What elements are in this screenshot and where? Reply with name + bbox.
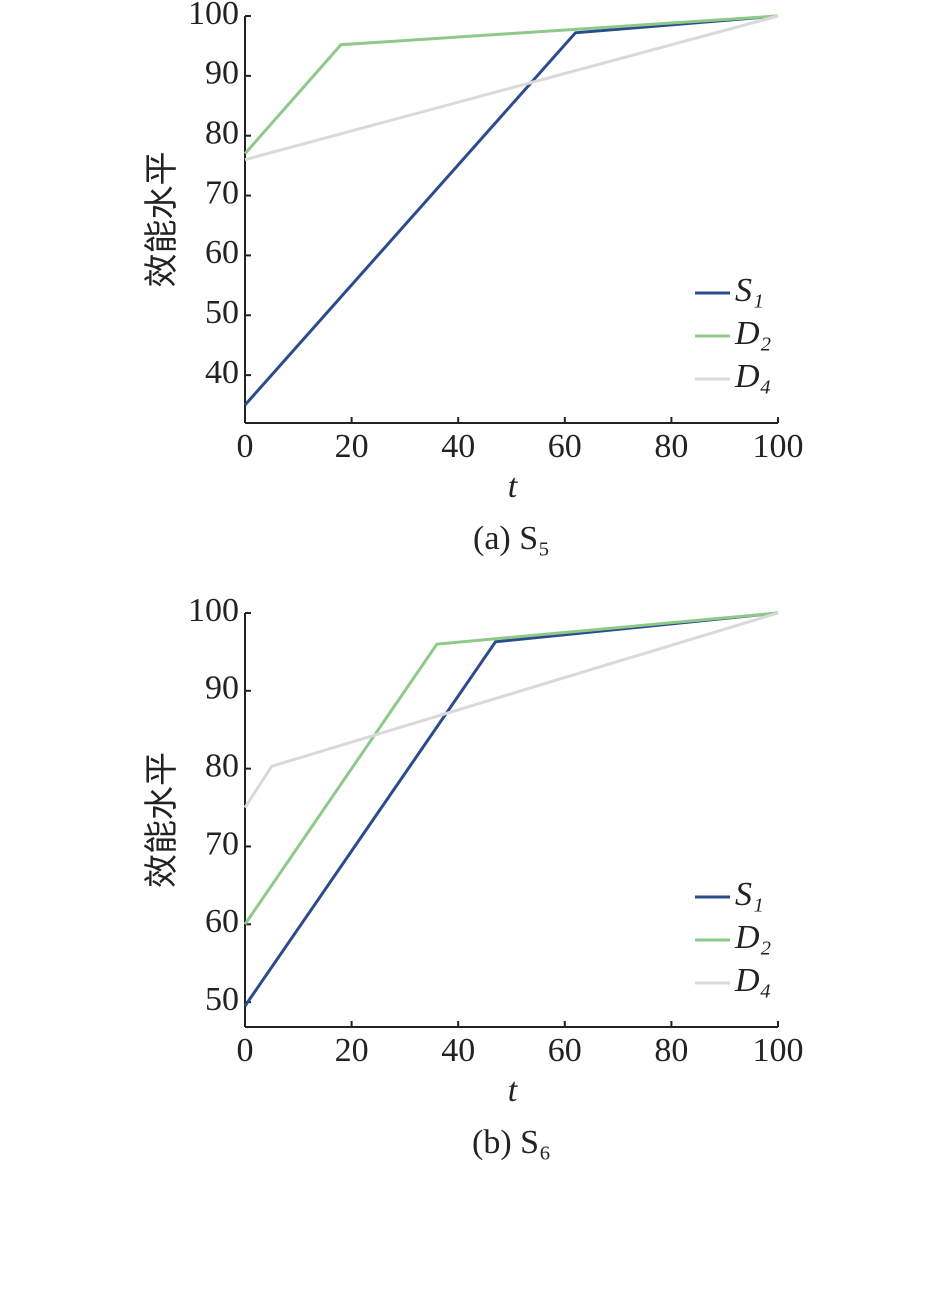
x-tick-label: 20 [335, 428, 369, 465]
series-line [243, 611, 779, 926]
series-line [244, 14, 779, 162]
x-axis-label: t [508, 1072, 519, 1109]
legend-label: S₁ [735, 272, 764, 309]
caption: (a) S₅ [473, 520, 550, 557]
x-tick-label: 60 [548, 428, 582, 465]
series-line [243, 14, 779, 407]
x-tick-label: 100 [753, 428, 804, 465]
x-tick-label: 40 [441, 1032, 475, 1069]
y-tick-label: 80 [205, 115, 239, 152]
y-tick-label: 60 [205, 234, 239, 271]
y-tick-label: 100 [188, 592, 239, 629]
series-line [243, 14, 779, 155]
legend-label: D₄ [734, 358, 771, 395]
y-tick-label: 70 [205, 825, 239, 862]
x-tick-label: 100 [753, 1032, 804, 1069]
y-axis-label: 效能水平 [143, 152, 181, 288]
x-tick-label: 60 [548, 1032, 582, 1069]
caption: (b) S₆ [472, 1124, 551, 1161]
legend-label: D₂ [734, 315, 771, 352]
y-axis-label: 效能水平 [143, 752, 181, 888]
legend-label: D₄ [734, 962, 771, 999]
legend-label: D₂ [734, 919, 771, 956]
x-tick-label: 0 [237, 428, 254, 465]
y-tick-label: 40 [205, 354, 239, 391]
y-tick-label: 80 [205, 747, 239, 784]
y-tick-label: 50 [205, 294, 239, 331]
legend-label: S₁ [735, 876, 764, 913]
y-tick-label: 100 [188, 0, 239, 32]
y-tick-label: 60 [205, 903, 239, 940]
x-tick-label: 0 [237, 1032, 254, 1069]
y-tick-label: 50 [205, 981, 239, 1018]
x-tick-label: 20 [335, 1032, 369, 1069]
x-tick-label: 80 [654, 1032, 688, 1069]
y-tick-label: 90 [205, 55, 239, 92]
x-tick-label: 40 [441, 428, 475, 465]
y-tick-label: 70 [205, 174, 239, 211]
x-tick-label: 80 [654, 428, 688, 465]
series-line [243, 611, 779, 809]
y-tick-label: 90 [205, 670, 239, 707]
x-axis-label: t [508, 468, 519, 505]
